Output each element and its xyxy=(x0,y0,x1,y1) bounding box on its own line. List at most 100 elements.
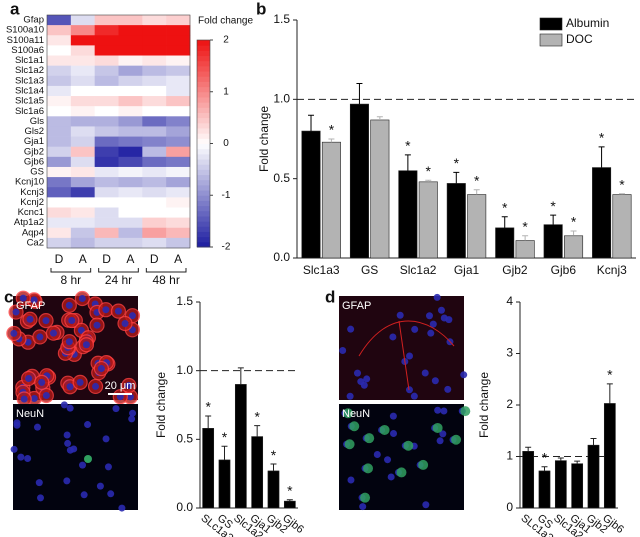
error-bar xyxy=(541,466,548,471)
axes-frame xyxy=(199,302,298,509)
heatmap-cell xyxy=(47,166,72,178)
nucleus xyxy=(42,391,50,399)
heatmap-cell xyxy=(47,55,72,66)
y-axis-title: Fold change xyxy=(257,106,271,172)
error-bar xyxy=(221,445,228,460)
heatmap-cell xyxy=(94,106,119,117)
y-tick-label: 0.0 xyxy=(273,250,290,264)
neuron xyxy=(451,434,462,445)
nucleus xyxy=(37,494,45,502)
bar xyxy=(522,451,535,509)
heatmap-cell xyxy=(142,227,167,239)
nucleus xyxy=(363,375,371,383)
neuron xyxy=(360,492,371,503)
heatmap-cell xyxy=(94,96,119,107)
panel-label: b xyxy=(256,0,266,18)
significance-star: * xyxy=(205,399,211,415)
row-label: Kcnj10 xyxy=(15,177,44,188)
colorbar-step xyxy=(197,226,210,232)
error-bar xyxy=(574,460,581,464)
heatmap-cell xyxy=(118,65,143,77)
nucleus xyxy=(96,482,104,490)
nucleus xyxy=(10,329,18,337)
nucleus xyxy=(429,320,437,328)
bar xyxy=(283,500,296,509)
nucleus xyxy=(427,329,435,337)
nucleus xyxy=(396,311,404,319)
colorbar-tick-label: 0 xyxy=(223,138,229,149)
column-label: A xyxy=(174,252,182,266)
significance-star: * xyxy=(405,138,411,154)
heatmap-cell xyxy=(142,96,167,107)
error-bar xyxy=(205,415,212,429)
heatmap-cell xyxy=(142,55,167,66)
row-label: Kcnj3 xyxy=(20,187,44,198)
nucleus xyxy=(42,317,50,325)
nucleus xyxy=(93,321,101,329)
heatmap-cell xyxy=(47,187,72,198)
heatmap-cell xyxy=(47,15,72,26)
neuron xyxy=(396,467,407,478)
heatmap-cell xyxy=(166,55,191,66)
heatmap-cell xyxy=(142,85,167,97)
nucleus xyxy=(433,293,441,301)
nucleus xyxy=(128,415,136,423)
neuron xyxy=(84,455,92,463)
error-bar xyxy=(590,437,597,446)
colorbar-step xyxy=(197,190,210,196)
nucleus xyxy=(118,504,126,512)
nucleus xyxy=(129,409,137,417)
heatmap-cell xyxy=(47,197,72,208)
heatmap-cell xyxy=(94,15,119,26)
y-tick-label: 4 xyxy=(506,294,513,308)
heatmap-cell xyxy=(94,156,119,168)
heatmap-cell xyxy=(47,75,72,87)
heatmap-cell xyxy=(94,116,119,127)
nucleus xyxy=(68,317,76,325)
row-label: GS xyxy=(30,167,44,178)
colorbar-step xyxy=(197,215,210,222)
bar xyxy=(418,181,438,259)
heatmap-cell xyxy=(118,96,143,107)
nucleus xyxy=(405,386,413,394)
heatmap-cell xyxy=(47,217,72,229)
row-label: Ca2 xyxy=(27,237,44,248)
nucleus xyxy=(104,463,112,471)
neuron xyxy=(342,408,353,419)
nucleus xyxy=(444,385,452,393)
colorbar-step xyxy=(197,153,210,160)
heatmap-cell xyxy=(166,207,191,218)
heatmap-cell xyxy=(118,25,143,36)
nucleus xyxy=(26,315,34,323)
heatmap-cell xyxy=(70,197,95,208)
nucleus xyxy=(49,329,57,337)
group-label: 8 hr xyxy=(60,273,81,287)
heatmap-cell xyxy=(47,227,72,239)
heatmap-cell xyxy=(94,177,119,188)
bar xyxy=(603,403,616,509)
colorbar-step xyxy=(197,55,210,62)
error-bar xyxy=(557,457,564,461)
heatmap-cell xyxy=(70,75,95,87)
group-bracket xyxy=(145,268,187,273)
nucleus xyxy=(384,456,392,464)
neuron xyxy=(460,406,471,417)
heatmap-cell xyxy=(142,197,167,208)
y-tick-label: 2 xyxy=(506,397,513,411)
heatmap-cell xyxy=(142,156,167,168)
bar xyxy=(301,130,321,259)
heatmap-cell xyxy=(70,96,95,107)
y-tick-label: 0.5 xyxy=(176,432,193,446)
heatmap-cell xyxy=(166,217,191,229)
nucleus xyxy=(421,369,429,377)
colorbar-step xyxy=(197,159,210,165)
nucleus xyxy=(439,430,447,438)
nucleus xyxy=(406,352,414,360)
error-bar xyxy=(270,463,277,471)
row-label: Slc1a5 xyxy=(15,96,44,107)
heatmap-cell xyxy=(118,85,143,97)
legend-swatch xyxy=(539,33,563,47)
heatmap-cell xyxy=(70,126,95,137)
bar xyxy=(349,103,369,259)
heatmap-cell xyxy=(118,207,143,218)
